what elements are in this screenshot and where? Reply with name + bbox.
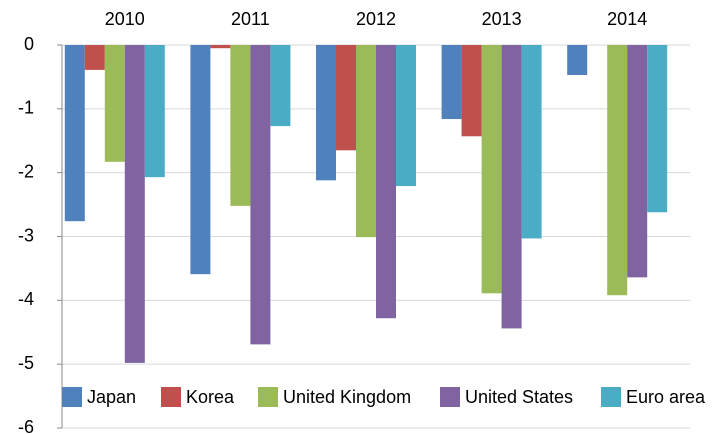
x-tick-label: 2012 [356,9,396,29]
y-tick-label: -2 [18,161,34,181]
bar [481,45,502,294]
legend-label: United States [465,387,573,407]
x-tick-label: 2013 [482,9,522,29]
bar [336,45,356,151]
bar [230,45,251,206]
bar [647,45,668,213]
bar [607,45,628,296]
y-tick-label: -4 [18,289,34,309]
bar [250,45,271,345]
bar [124,45,145,363]
bar [316,45,336,181]
bar [441,45,462,120]
legend-swatch [62,387,82,407]
bar [627,45,648,278]
y-tick-label: -1 [18,98,34,118]
bar [270,45,291,127]
legend-swatch [161,387,181,407]
legend-swatch [258,387,278,407]
y-tick-label: -3 [18,225,34,245]
bar [144,45,165,178]
x-tick-label: 2014 [607,9,647,29]
bar [567,45,588,76]
bar [521,45,542,239]
bar [190,45,211,275]
bar [356,45,376,238]
legend-swatch [601,387,621,407]
bar [210,45,231,49]
y-tick-label: 0 [24,34,34,54]
y-tick-label: -6 [18,417,34,434]
bar [84,45,105,70]
legend-label: Euro area [626,387,706,407]
y-tick-label: -5 [18,353,34,373]
legend-label: Korea [186,387,235,407]
bar [104,45,125,162]
bar [396,45,416,187]
bar [64,45,85,222]
x-tick-label: 2011 [231,9,270,29]
bar [461,45,482,137]
legend-swatch [440,387,460,407]
x-tick-label: 2010 [105,9,145,29]
bar [376,45,396,319]
legend-label: United Kingdom [283,387,411,407]
legend-label: Japan [87,387,136,407]
bar [501,45,522,329]
